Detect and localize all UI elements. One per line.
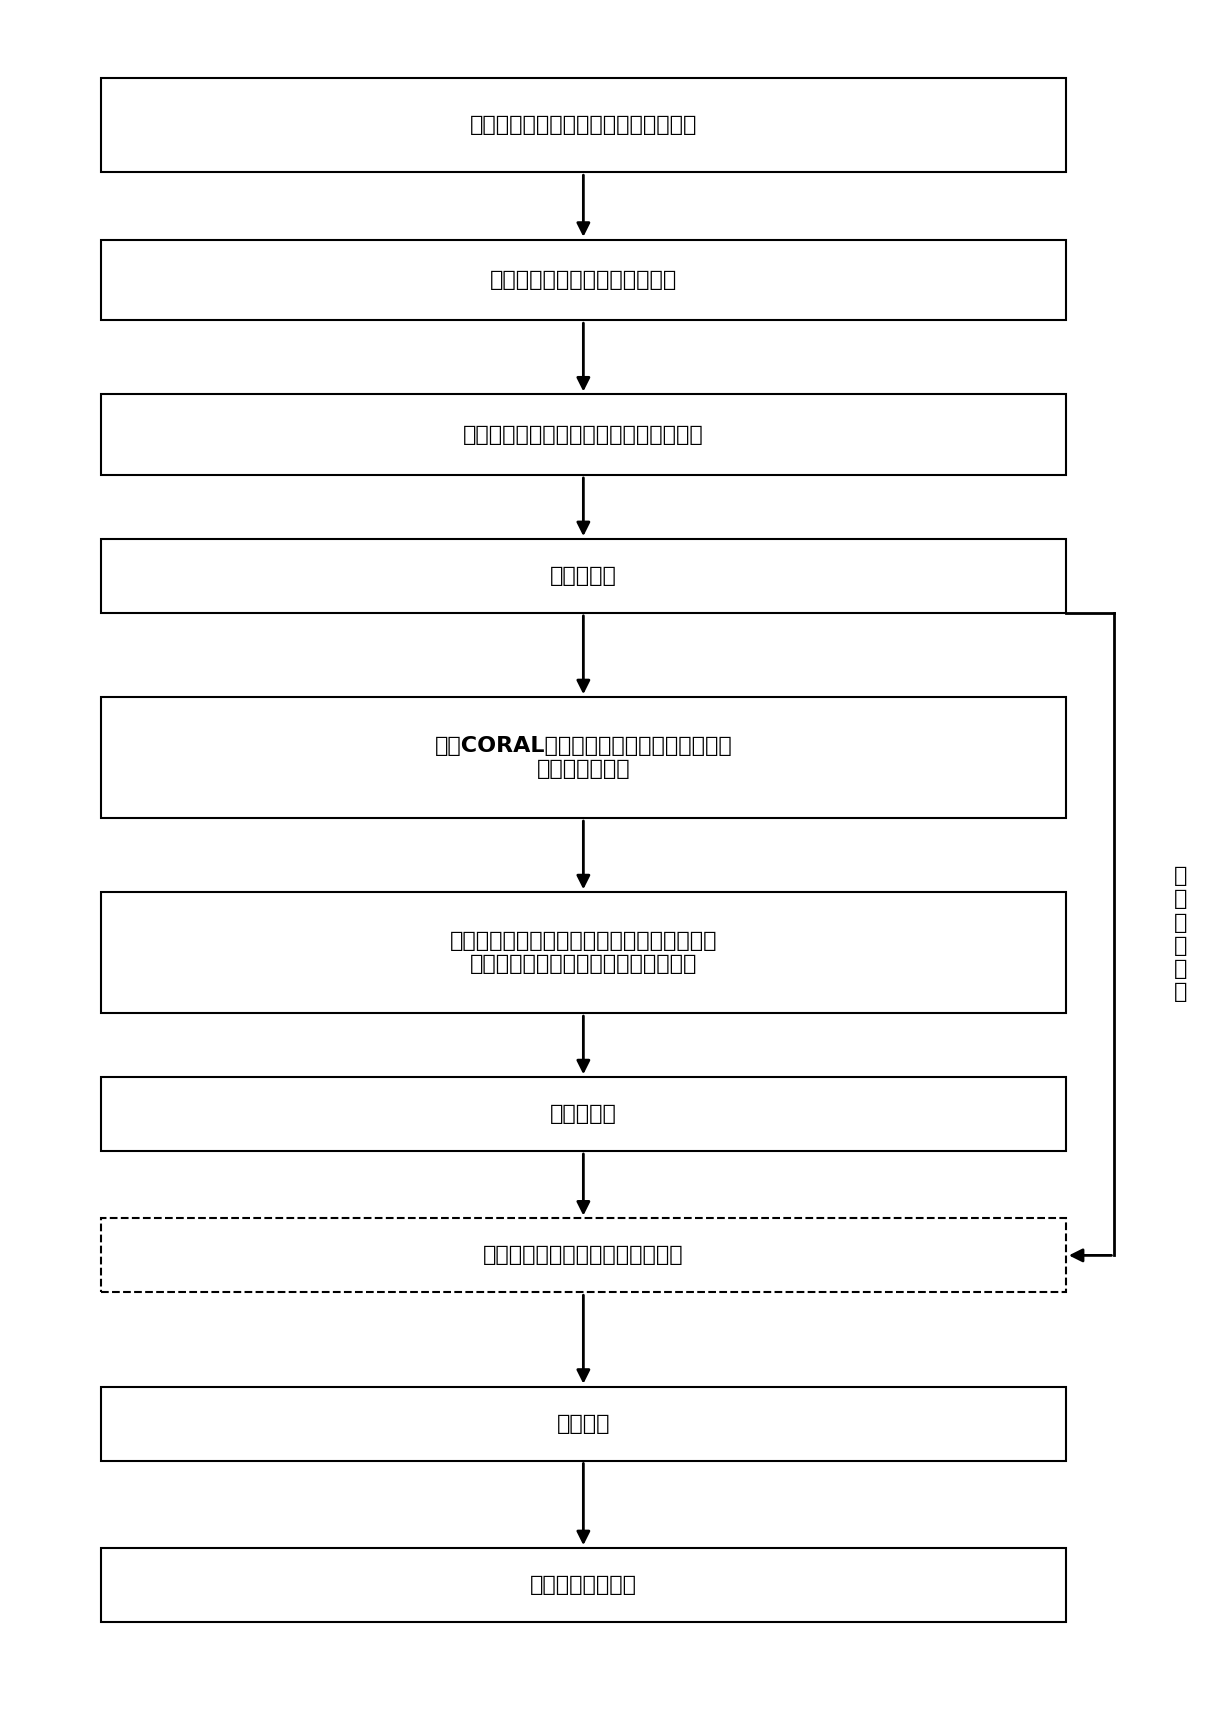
FancyBboxPatch shape (101, 1387, 1066, 1461)
Text: 迭
代
更
新
标
签: 迭 代 更 新 标 签 (1174, 865, 1187, 1003)
FancyBboxPatch shape (101, 697, 1066, 817)
Text: 结果收敛: 结果收敛 (556, 1413, 610, 1434)
Text: 构造核函数: 构造核函数 (550, 1104, 617, 1125)
Text: 构造基分类器，为目标域提供伪标签，定量估
计自适应平衡因子以获得两域分布权值: 构造基分类器，为目标域提供伪标签，定量估 计自适应平衡因子以获得两域分布权值 (450, 931, 717, 974)
FancyBboxPatch shape (101, 1549, 1066, 1623)
Text: 获得结构风险最小化框架下分类器: 获得结构风险最小化框架下分类器 (484, 1245, 684, 1265)
FancyBboxPatch shape (101, 539, 1066, 613)
FancyBboxPatch shape (101, 79, 1066, 172)
FancyBboxPatch shape (101, 1219, 1066, 1293)
Text: 采样复合故障数据，提取频谱作为输入: 采样复合故障数据，提取频谱作为输入 (470, 115, 697, 136)
Text: 初始化网络: 初始化网络 (550, 567, 617, 585)
FancyBboxPatch shape (101, 893, 1066, 1013)
Text: 构建训练样本与测试样本数据集: 构建训练样本与测试样本数据集 (490, 270, 677, 290)
FancyBboxPatch shape (101, 395, 1066, 476)
Text: 获得最终诊断结果: 获得最终诊断结果 (530, 1574, 637, 1595)
Text: 设置网络参数，构建结构风险最小化框架: 设置网络参数，构建结构风险最小化框架 (463, 424, 703, 445)
FancyBboxPatch shape (101, 240, 1066, 321)
FancyBboxPatch shape (101, 1077, 1066, 1150)
Text: 利用CORAL将源域数据在目标域空间进行二
阶统计特征对齐: 利用CORAL将源域数据在目标域空间进行二 阶统计特征对齐 (435, 737, 733, 780)
